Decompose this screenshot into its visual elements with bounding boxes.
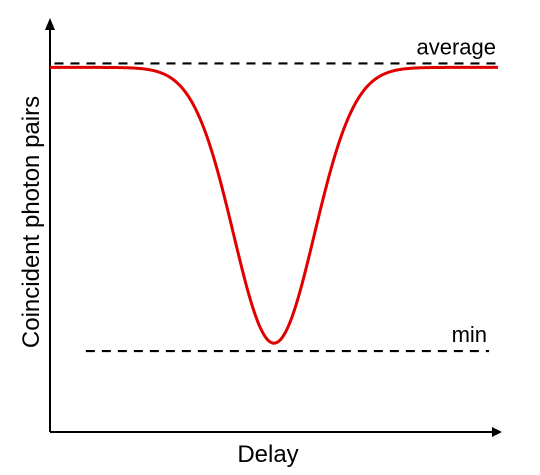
axes <box>45 18 502 437</box>
x-axis-title: Delay <box>237 441 298 468</box>
x-axis-arrow <box>492 427 502 437</box>
series-group <box>50 65 498 345</box>
y-axis-arrow <box>45 18 55 30</box>
reference-label-min: min <box>452 322 487 347</box>
y-axis-title: Coincident photon pairs <box>18 96 45 348</box>
series-curve-0 <box>50 65 498 345</box>
reference-label-average: average <box>416 34 496 59</box>
reference-lines: average min <box>54 34 498 353</box>
